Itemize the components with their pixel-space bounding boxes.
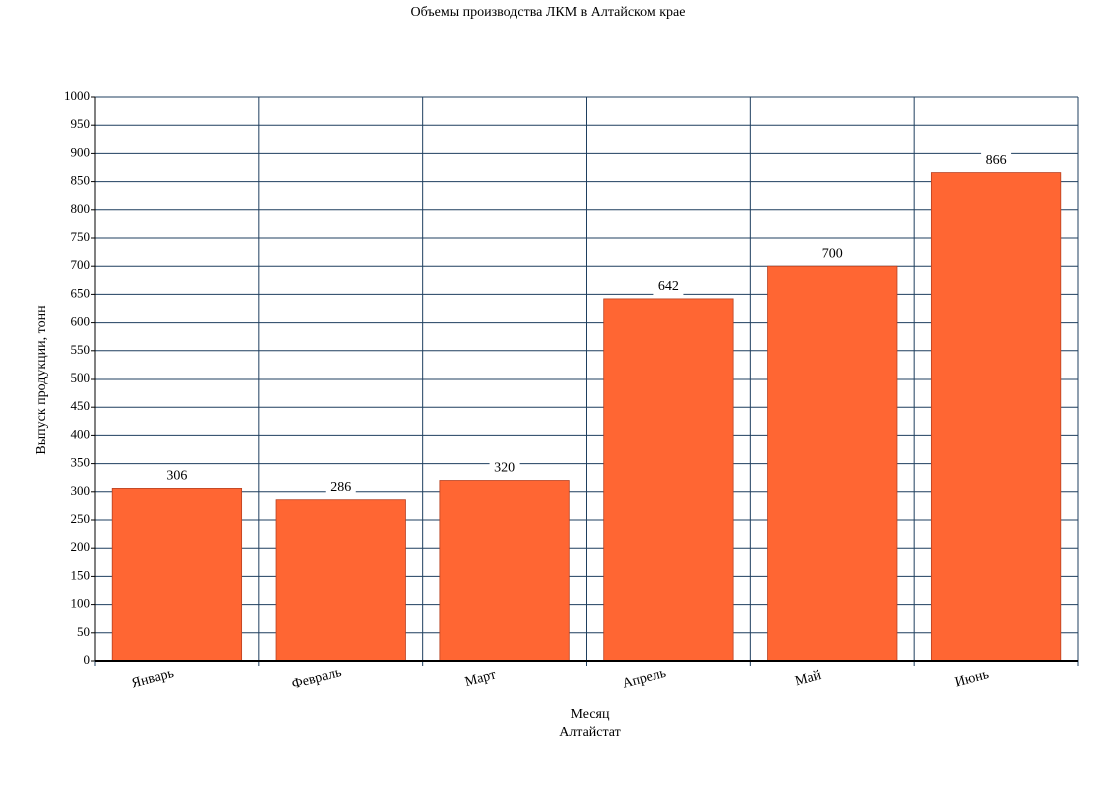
- data-label: 700: [822, 246, 843, 261]
- y-tick-label: 750: [71, 229, 91, 244]
- x-tick-label: Январь: [130, 666, 175, 692]
- data-label-bg: [161, 466, 192, 487]
- y-axis-label: Выпуск продукции, тонн: [34, 305, 49, 455]
- bar: [439, 480, 570, 662]
- source: Алтайстат: [559, 725, 621, 740]
- data-label: 642: [658, 279, 679, 294]
- y-tick-label: 550: [71, 342, 91, 357]
- data-label-bg: [817, 244, 848, 265]
- data-label-bg: [981, 150, 1012, 171]
- y-tick-label: 200: [71, 539, 91, 554]
- y-tick-label: 150: [71, 567, 91, 582]
- data-label: 320: [494, 461, 515, 476]
- data-label: 286: [330, 480, 351, 495]
- bar: [603, 298, 734, 662]
- data-label-bg: [325, 477, 356, 498]
- x-tick-label: Май: [794, 668, 824, 689]
- y-tick-label: 800: [71, 201, 91, 216]
- bar: [275, 499, 406, 662]
- y-tick-label: 500: [71, 370, 91, 385]
- y-tick-label: 100: [71, 596, 91, 611]
- y-tick-label: 900: [71, 144, 91, 159]
- y-tick-label: 50: [77, 624, 90, 639]
- y-tick-label: 400: [71, 426, 91, 441]
- y-tick-label: 350: [71, 455, 91, 470]
- x-tick-label: Апрель: [621, 666, 668, 692]
- x-tick-label: Март: [463, 667, 497, 690]
- x-tick-label: Июнь: [953, 667, 990, 690]
- y-tick-label: 600: [71, 314, 91, 329]
- y-tick-label: 700: [71, 257, 91, 272]
- bar: [930, 172, 1062, 662]
- y-tick-label: 300: [71, 483, 91, 498]
- y-tick-label: 250: [71, 511, 91, 526]
- bar: [111, 488, 243, 662]
- bar: [767, 265, 898, 662]
- data-label-bg: [653, 276, 684, 297]
- chart-title: Объемы производства ЛКМ в Алтайском крае: [411, 5, 686, 20]
- data-label: 306: [166, 469, 187, 484]
- x-tick-label: Февраль: [290, 665, 343, 693]
- y-tick-label: 0: [84, 652, 91, 667]
- data-label-bg: [489, 458, 520, 479]
- y-tick-label: 850: [71, 173, 91, 188]
- y-tick-label: 1000: [64, 88, 90, 103]
- data-label: 866: [986, 153, 1007, 168]
- y-tick-label: 950: [71, 116, 91, 131]
- y-tick-label: 650: [71, 285, 91, 300]
- y-tick-label: 450: [71, 398, 91, 413]
- x-axis-label: Месяц: [571, 707, 610, 722]
